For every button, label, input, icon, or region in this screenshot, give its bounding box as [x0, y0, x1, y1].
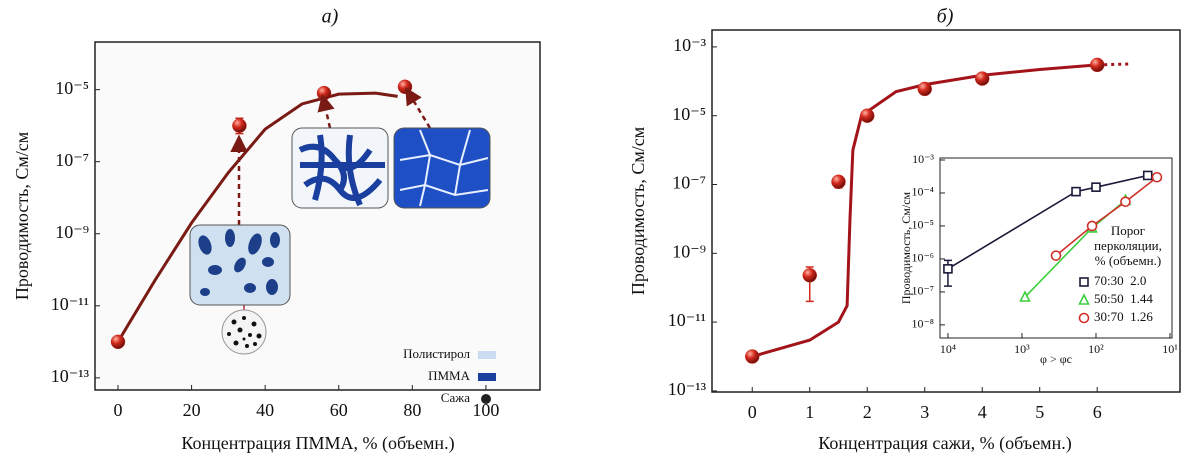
x-tick-label: 0	[748, 402, 757, 422]
y-tick-label: 10⁻⁹	[672, 241, 706, 261]
y-tick-label: 10⁻⁷	[55, 150, 89, 170]
data-point	[1072, 188, 1080, 196]
x-tick-label: 3	[920, 402, 929, 422]
data-point	[860, 109, 874, 123]
x-tick-label: 6	[1093, 402, 1102, 422]
x-tick-label: 10²	[1088, 342, 1104, 356]
legend-label: 70:30 2.0	[1094, 273, 1146, 288]
y-tick-label: 10⁻¹¹	[668, 310, 706, 330]
x-axis-label: φ > φc	[1040, 352, 1072, 366]
y-tick-label: 10⁻⁵	[911, 218, 934, 232]
y-axis-label: Проводимость, См/см	[12, 132, 32, 300]
x-tick-label: 60	[330, 400, 348, 420]
y-tick-label: 10⁻¹¹	[51, 294, 89, 314]
data-point	[745, 350, 759, 364]
legend-label: Полистирол	[403, 346, 470, 361]
y-tick-label: 10⁻¹³	[51, 366, 90, 386]
x-tick-label: 20	[183, 400, 201, 420]
data-point	[1088, 221, 1097, 230]
x-tick-label: 10¹	[1162, 342, 1178, 356]
micrograph	[394, 128, 490, 208]
x-tick-label: 5	[1035, 402, 1044, 422]
data-point	[1092, 183, 1100, 191]
legend-swatch	[481, 394, 491, 404]
legend-title: % (объемн.)	[1095, 253, 1161, 268]
legend-label: Сажа	[441, 390, 470, 405]
y-tick-label: 10⁻⁷	[672, 173, 706, 193]
y-tick-label: 10⁻⁵	[55, 78, 89, 98]
legend-marker	[1080, 314, 1089, 323]
data-point	[232, 119, 246, 133]
panel-label: а)	[322, 6, 339, 28]
page: а) Концентрация ПММА, % (объемн.) Проводим…	[0, 0, 1189, 465]
y-tick-label: 10⁻⁶	[911, 251, 934, 265]
x-tick-label: 10⁴	[940, 342, 956, 356]
y-tick-label: 10⁻³	[673, 35, 707, 55]
y-tick-label: 10⁻⁷	[911, 284, 934, 298]
y-tick-label: 10⁻³	[912, 152, 934, 166]
x-tick-label: 40	[256, 400, 274, 420]
x-tick-label: 4	[978, 402, 987, 422]
x-axis-label: Концентрация сажи, % (объемн.)	[818, 433, 1071, 454]
legend-title: Порог	[1111, 223, 1145, 238]
x-tick-label: 1	[805, 402, 814, 422]
x-tick-label: 10³	[1014, 342, 1030, 356]
x-tick-label: 80	[403, 400, 421, 420]
y-tick-label: 10⁻¹³	[668, 379, 707, 399]
figure: а) Концентрация ПММА, % (объемн.) Проводим…	[0, 0, 1189, 465]
legend-label: 30:70 1.26	[1094, 309, 1153, 324]
data-point	[1121, 197, 1130, 206]
x-tick-label: 0	[113, 400, 122, 420]
data-point	[803, 268, 817, 282]
y-tick-label: 10⁻⁵	[672, 104, 706, 124]
legend-title: перколяции,	[1094, 238, 1162, 253]
data-point	[1090, 58, 1104, 72]
data-point	[111, 335, 125, 349]
legend-label: ПММА	[428, 368, 471, 383]
legend-label: 50:50 1.44	[1094, 291, 1153, 306]
data-point	[398, 80, 412, 94]
x-axis-label: Концентрация ПММА, % (объемн.)	[181, 433, 454, 454]
data-point	[1144, 171, 1152, 179]
legend-swatch	[478, 351, 496, 359]
data-point	[944, 265, 952, 273]
data-point	[831, 175, 845, 189]
y-tick-label: 10⁻⁴	[911, 185, 934, 199]
legend-marker	[1080, 278, 1088, 286]
y-axis-label: Проводимость, См/см	[628, 127, 648, 295]
data-point	[1152, 173, 1161, 182]
data-point	[918, 82, 932, 96]
y-tick-label: 10⁻⁹	[55, 222, 89, 242]
y-tick-label: 10⁻⁸	[911, 317, 934, 331]
legend-swatch	[478, 373, 496, 381]
x-tick-label: 2	[863, 402, 872, 422]
panel-label: б)	[937, 6, 954, 28]
data-point	[1051, 251, 1060, 260]
data-point	[975, 72, 989, 86]
